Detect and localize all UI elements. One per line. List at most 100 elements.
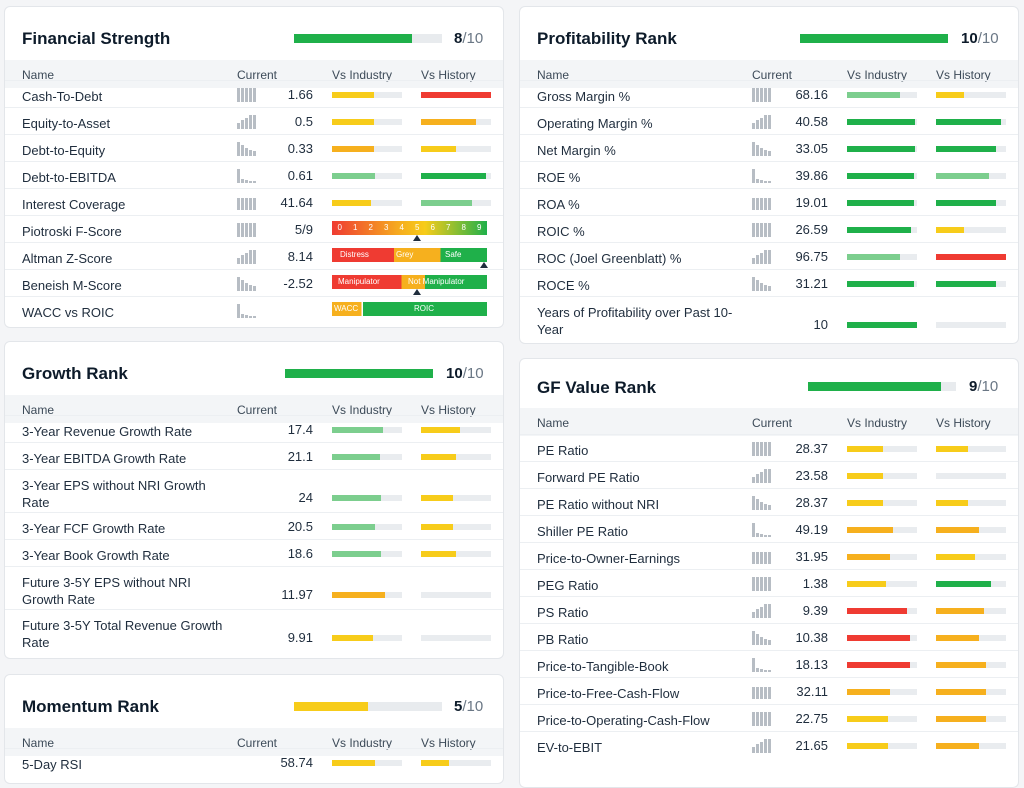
sparkline-icon[interactable] (752, 603, 773, 618)
metric-name[interactable]: Years of Profitability over Past 10-Year (537, 305, 733, 337)
sparkline-icon[interactable] (752, 549, 773, 564)
sparkline-icon[interactable] (752, 276, 773, 291)
sparkline-icon[interactable] (237, 195, 258, 210)
table-row[interactable]: ROIC % 26.59 (520, 215, 1018, 242)
metric-name[interactable]: PE Ratio without NRI (537, 497, 660, 512)
sparkline-icon[interactable] (752, 738, 773, 753)
metric-name[interactable]: Price-to-Operating-Cash-Flow (537, 713, 710, 728)
table-row[interactable]: ROCE % 31.21 (520, 269, 1018, 296)
sparkline-icon[interactable] (237, 168, 258, 183)
metric-name[interactable]: WACC vs ROIC (22, 305, 114, 320)
metric-name[interactable]: Altman Z-Score (22, 251, 113, 266)
sparkline-icon[interactable] (752, 684, 773, 699)
sparkline-icon[interactable] (237, 276, 258, 291)
table-row[interactable]: 5-Day RSI 58.74 (5, 748, 503, 775)
table-row[interactable]: Future 3-5Y EPS without NRI Growth Rate 1… (5, 566, 503, 609)
metric-name[interactable]: 3-Year Book Growth Rate (22, 548, 170, 563)
sparkline-icon[interactable] (752, 168, 773, 183)
metric-name[interactable]: Forward PE Ratio (537, 470, 640, 485)
sparkline-icon[interactable] (752, 141, 773, 156)
table-row[interactable]: Operating Margin % 40.58 (520, 107, 1018, 134)
metric-name[interactable]: EV-to-EBIT (537, 740, 603, 755)
metric-name[interactable]: 3-Year Revenue Growth Rate (22, 424, 193, 439)
metric-name[interactable]: Cash-To-Debt (22, 89, 103, 104)
metric-name[interactable]: PEG Ratio (537, 578, 599, 593)
metric-name[interactable]: ROA % (537, 197, 580, 212)
metric-name[interactable]: 3-Year FCF Growth Rate (22, 521, 166, 536)
sparkline-icon[interactable] (752, 249, 773, 264)
sparkline-icon[interactable] (237, 303, 258, 318)
metric-name[interactable]: Gross Margin % (537, 89, 631, 104)
table-row[interactable]: Debt-to-Equity 0.33 (5, 134, 503, 161)
table-row[interactable]: PE Ratio without NRI 28.37 (520, 488, 1018, 515)
table-row[interactable]: PS Ratio 9.39 (520, 596, 1018, 623)
sparkline-icon[interactable] (752, 114, 773, 129)
sparkline-icon[interactable] (752, 87, 773, 102)
metric-name[interactable]: PE Ratio (537, 443, 589, 458)
table-row[interactable]: Shiller PE Ratio 49.19 (520, 515, 1018, 542)
table-row[interactable]: Piotroski F-Score 5/9 0 1 2 3 4 5 6 7 8 9 (5, 215, 503, 242)
table-row[interactable]: 3-Year Revenue Growth Rate 17.4 (5, 415, 503, 442)
table-row[interactable]: ROA % 19.01 (520, 188, 1018, 215)
metric-name[interactable]: 3-Year EBITDA Growth Rate (22, 451, 187, 466)
sparkline-icon[interactable] (237, 87, 258, 102)
table-row[interactable]: Price-to-Operating-Cash-Flow 22.75 (520, 704, 1018, 731)
table-row[interactable]: Equity-to-Asset 0.5 (5, 107, 503, 134)
table-row[interactable]: Years of Profitability over Past 10-Year… (520, 296, 1018, 339)
metric-name[interactable]: 5-Day RSI (22, 757, 82, 772)
metric-name[interactable]: Future 3-5Y EPS without NRI Growth Rate (22, 575, 191, 607)
table-row[interactable]: Gross Margin % 68.16 (520, 80, 1018, 107)
table-row[interactable]: Debt-to-EBITDA 0.61 (5, 161, 503, 188)
metric-name[interactable]: ROC (Joel Greenblatt) % (537, 251, 682, 266)
sparkline-icon[interactable] (237, 249, 258, 264)
table-row[interactable]: Interest Coverage 41.64 (5, 188, 503, 215)
metric-name[interactable]: Debt-to-EBITDA (22, 170, 116, 185)
table-row[interactable]: Price-to-Free-Cash-Flow 32.11 (520, 677, 1018, 704)
table-row[interactable]: ROE % 39.86 (520, 161, 1018, 188)
sparkline-icon[interactable] (752, 657, 773, 672)
sparkline-icon[interactable] (752, 468, 773, 483)
sparkline-icon[interactable] (752, 576, 773, 591)
metric-name[interactable]: ROIC % (537, 224, 585, 239)
table-row[interactable]: EV-to-EBIT 21.65 (520, 731, 1018, 758)
metric-name[interactable]: PS Ratio (537, 605, 589, 620)
table-row[interactable]: Altman Z-Score 8.14 Distress Grey Safe (5, 242, 503, 269)
metric-name[interactable]: Shiller PE Ratio (537, 524, 629, 539)
metric-name[interactable]: PB Ratio (537, 632, 589, 647)
metric-name[interactable]: ROE % (537, 170, 581, 185)
table-row[interactable]: Future 3-5Y Total Revenue Growth Rate 9.9… (5, 609, 503, 652)
metric-name[interactable]: Interest Coverage (22, 197, 126, 212)
metric-name[interactable]: Equity-to-Asset (22, 116, 111, 131)
table-row[interactable]: WACC vs ROIC WACC ROIC (5, 296, 503, 323)
metric-name[interactable]: Price-to-Tangible-Book (537, 659, 669, 674)
metric-name[interactable]: Net Margin % (537, 143, 616, 158)
metric-name[interactable]: Beneish M-Score (22, 278, 122, 293)
sparkline-icon[interactable] (752, 195, 773, 210)
table-row[interactable]: 3-Year Book Growth Rate 18.6 (5, 539, 503, 566)
table-row[interactable]: 3-Year FCF Growth Rate 20.5 (5, 512, 503, 539)
sparkline-icon[interactable] (752, 522, 773, 537)
metric-name[interactable]: Price-to-Owner-Earnings (537, 551, 681, 566)
metric-name[interactable]: Future 3-5Y Total Revenue Growth Rate (22, 618, 223, 650)
sparkline-icon[interactable] (237, 222, 258, 237)
table-row[interactable]: PB Ratio 10.38 (520, 623, 1018, 650)
metric-name[interactable]: Piotroski F-Score (22, 224, 122, 239)
table-row[interactable]: Net Margin % 33.05 (520, 134, 1018, 161)
sparkline-icon[interactable] (752, 711, 773, 726)
table-row[interactable]: 3-Year EBITDA Growth Rate 21.1 (5, 442, 503, 469)
table-row[interactable]: ROC (Joel Greenblatt) % 96.75 (520, 242, 1018, 269)
metric-name[interactable]: 3-Year EPS without NRI Growth Rate (22, 478, 206, 510)
metric-name[interactable]: Debt-to-Equity (22, 143, 106, 158)
metric-name[interactable]: ROCE % (537, 278, 590, 293)
table-row[interactable]: Price-to-Tangible-Book 18.13 (520, 650, 1018, 677)
sparkline-icon[interactable] (752, 630, 773, 645)
table-row[interactable]: Forward PE Ratio 23.58 (520, 461, 1018, 488)
metric-name[interactable]: Operating Margin % (537, 116, 653, 131)
table-row[interactable]: Cash-To-Debt 1.66 (5, 80, 503, 107)
table-row[interactable]: Price-to-Owner-Earnings 31.95 (520, 542, 1018, 569)
sparkline-icon[interactable] (752, 441, 773, 456)
sparkline-icon[interactable] (752, 495, 773, 510)
sparkline-icon[interactable] (237, 141, 258, 156)
table-row[interactable]: PEG Ratio 1.38 (520, 569, 1018, 596)
table-row[interactable]: PE Ratio 28.37 (520, 434, 1018, 461)
